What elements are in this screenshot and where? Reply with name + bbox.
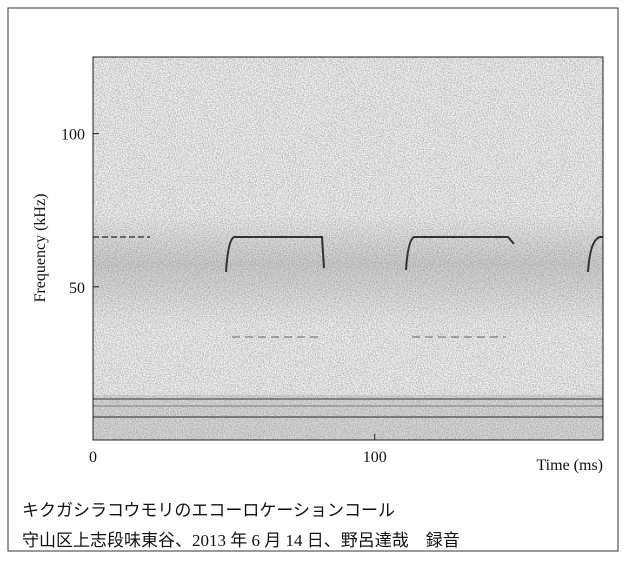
spectrogram-image <box>93 57 603 440</box>
frame <box>7 7 619 552</box>
caption-line: 守山区上志段味東谷、2013 年 6 月 14 日、野呂達哉 録音 <box>22 531 460 550</box>
caption-line: キクガシラコウモリのエコーロケーションコール <box>22 501 395 520</box>
plot-border <box>92 56 604 441</box>
y-axis-label: Frequency (kHz) <box>32 194 49 303</box>
x-tick-label: 0 <box>89 449 97 466</box>
y-tick-label: 50 <box>69 280 85 297</box>
y-tick-label: 100 <box>61 127 85 144</box>
x-tick-label: 100 <box>363 449 387 466</box>
x-axis-label: Time (ms) <box>536 457 603 474</box>
